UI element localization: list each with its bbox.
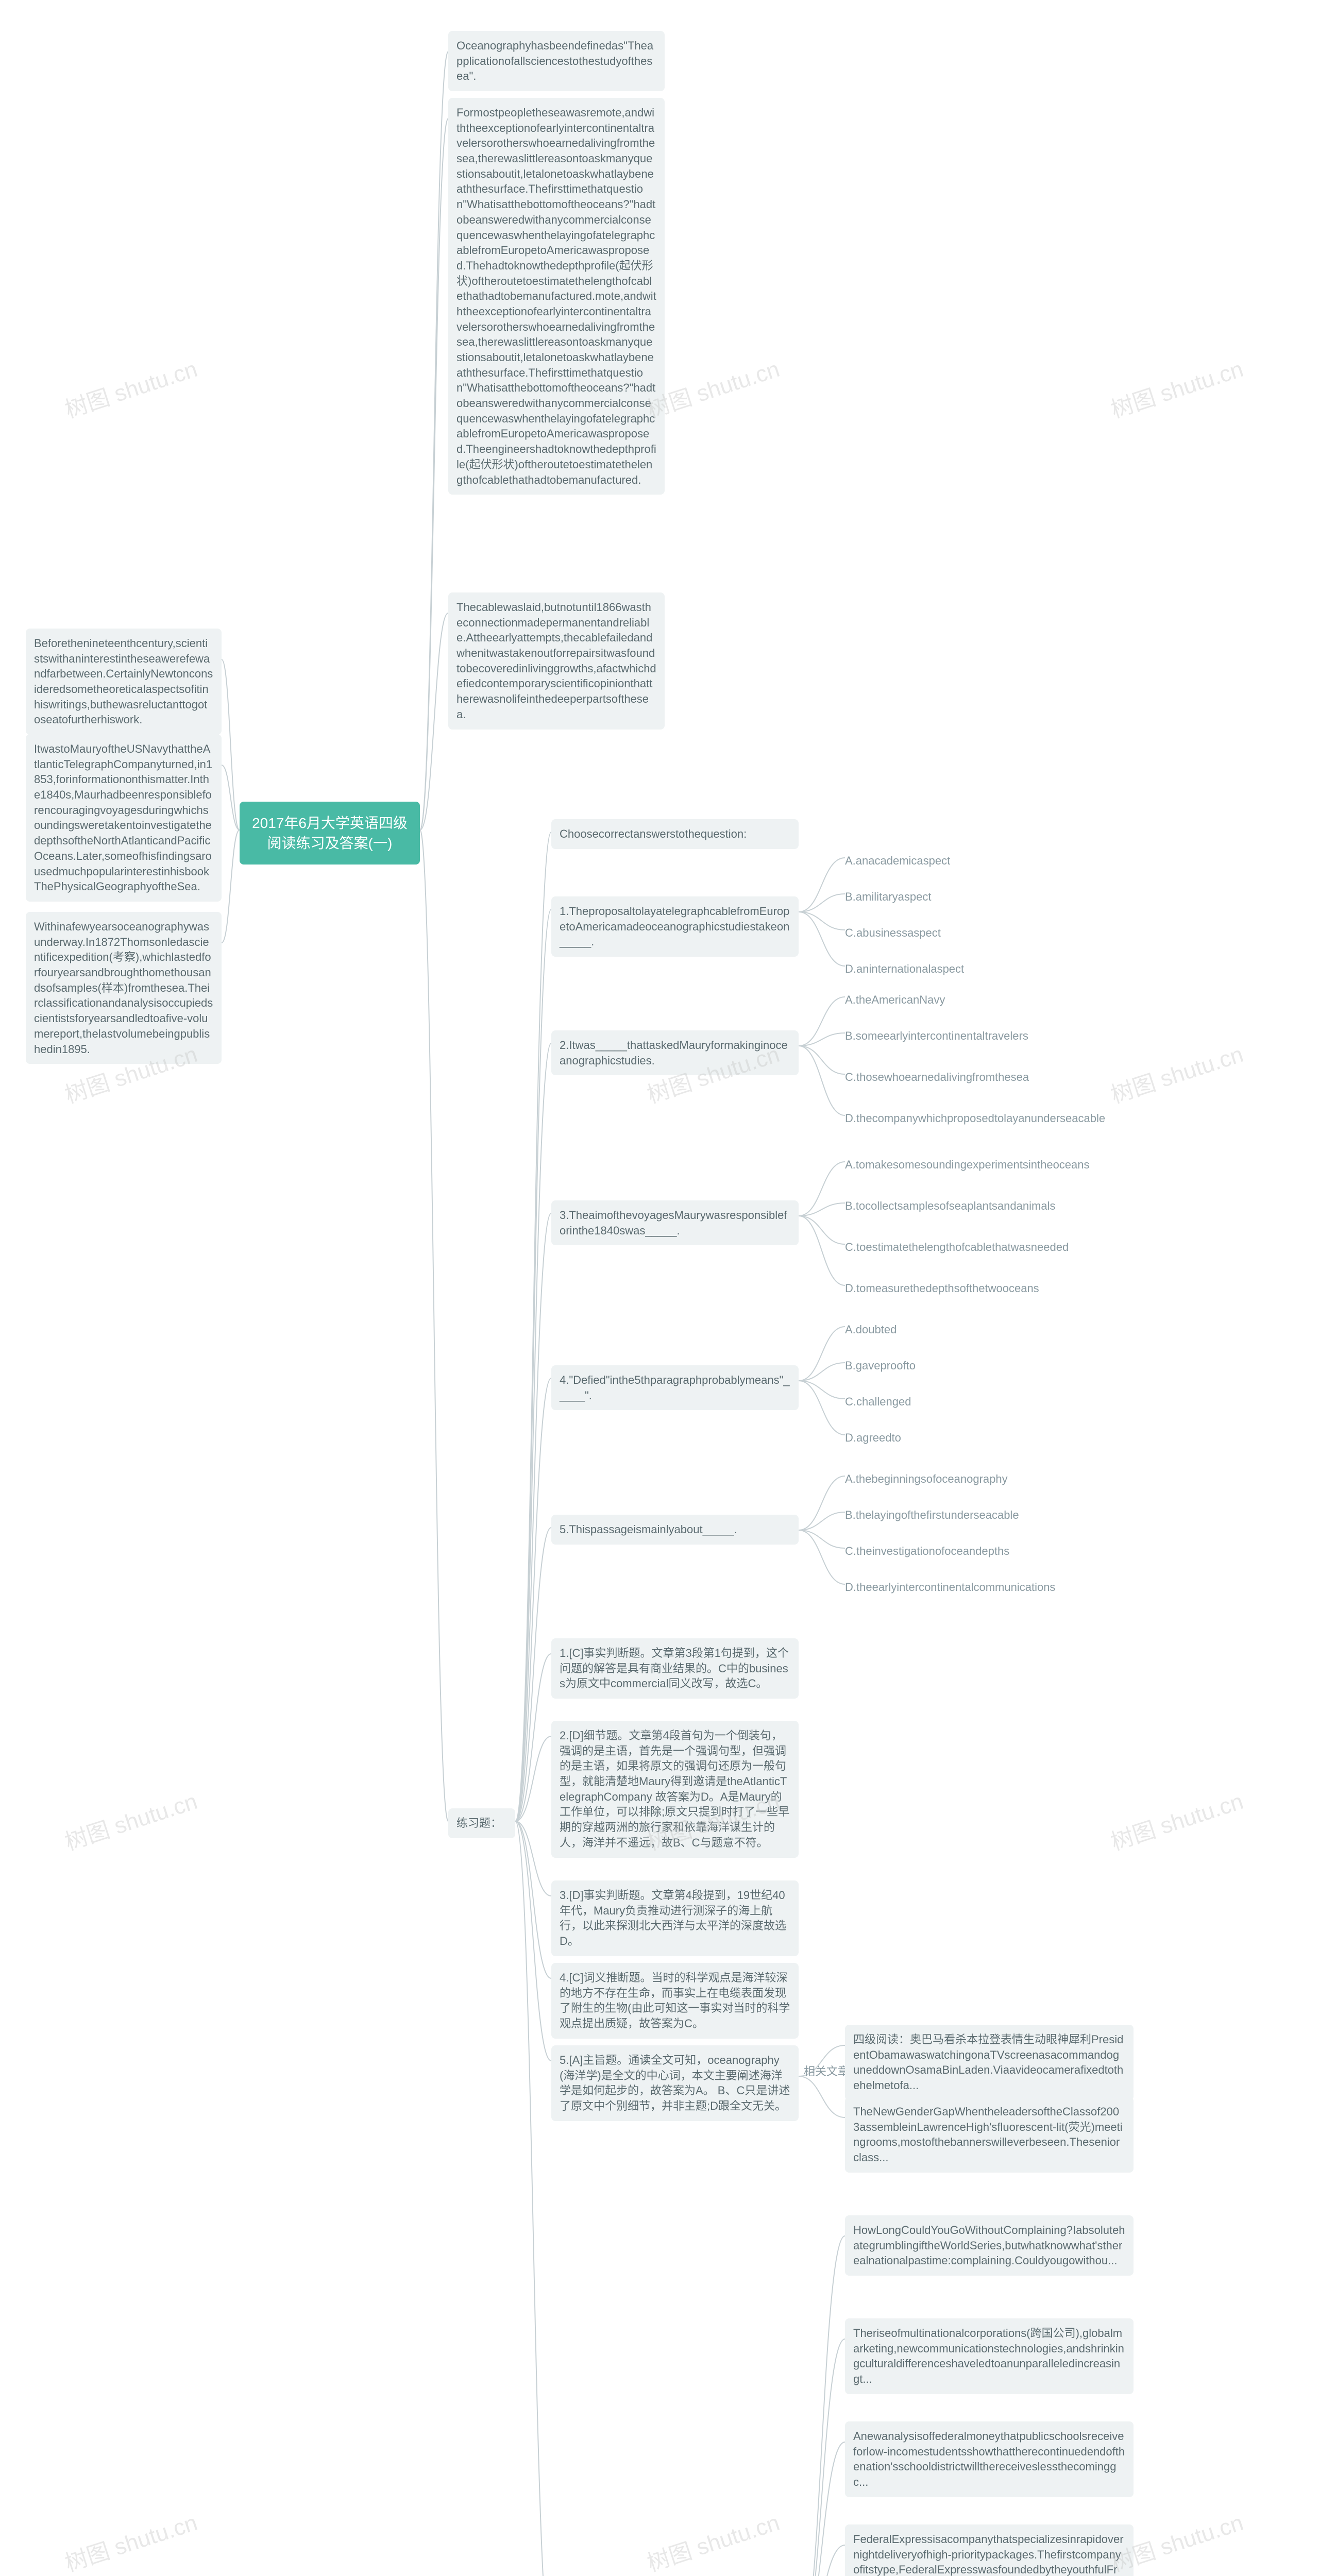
mindmap-canvas: 2017年6月大学英语四级阅读练习及答案(一) Beforethenineteen… xyxy=(0,0,1319,2576)
bit64-item-0: HowLongCouldYouGoWithoutComplaining?Iabs… xyxy=(845,2215,1134,2276)
q4-opt-3: D.agreedto xyxy=(845,1427,1134,1449)
root-node: 2017年6月大学英语四级阅读练习及答案(一) xyxy=(240,802,420,865)
answer-3: 4.[C]词义推断题。当时的科学观点是海洋较深的地方不存在生命，而事实上在电缆表… xyxy=(551,1963,799,2039)
watermark: 树图 shutu.cn xyxy=(1106,1783,1247,1856)
right-para-1: Formostpeopletheseawasremote,andwiththee… xyxy=(448,98,665,495)
q5-opt-0: A.thebeginningsofoceanography xyxy=(845,1468,1134,1490)
q2-opt-1: B.someearlyintercontinentaltravelers xyxy=(845,1025,1134,1047)
left-node-2: Withinafewyearsoceanographywasunderway.I… xyxy=(26,912,222,1064)
right-para-2: Thecablewaslaid,butnotuntil1866wasthecon… xyxy=(448,592,665,730)
answer-0: 1.[C]事实判断题。文章第3段第1句提到，这个问题的解答是具有商业结果的。C中… xyxy=(551,1638,799,1699)
q2-opt-0: A.theAmericanNavy xyxy=(845,989,1134,1011)
practice-label: 练习题： xyxy=(448,1808,515,1838)
related-0: 四级阅读：奥巴马看杀本拉登表情生动眼神犀利PresidentObamawaswa… xyxy=(845,2025,1134,2100)
q2-opt-2: C.thosewhoearnedalivingfromthesea xyxy=(845,1066,1134,1088)
answer-4: 5.[A]主旨题。通读全文可知，oceanography(海洋学)是全文的中心词… xyxy=(551,2045,799,2121)
bit64-item-1: Theriseofmultinationalcorporations(跨国公司)… xyxy=(845,2318,1134,2394)
q5-opt-3: D.theearlyintercontinentalcommunications xyxy=(845,1577,1134,1598)
q4-opt-0: A.doubted xyxy=(845,1319,1134,1341)
q1-opt-2: C.abusinessaspect xyxy=(845,922,1134,944)
watermark: 树图 shutu.cn xyxy=(60,350,201,424)
q4-opt-2: C.challenged xyxy=(845,1391,1134,1413)
q1-opt-1: B.amilitaryaspect xyxy=(845,886,1134,908)
question-3: 3.TheaimofthevoyagesMaurywasresponsiblef… xyxy=(551,1200,799,1245)
bit64-item-2: Anewanalysisoffederalmoneythatpublicscho… xyxy=(845,2421,1134,2497)
q3-opt-3: D.tomeasurethedepthsofthetwooceans xyxy=(845,1278,1134,1299)
q4-opt-1: B.gaveproofto xyxy=(845,1355,1134,1377)
left-node-1: ItwastoMauryoftheUSNavythattheAtlanticTe… xyxy=(26,734,222,902)
q3-opt-1: B.tocollectsamplesofseaplantsandanimals xyxy=(845,1195,1134,1217)
q3-opt-0: A.tomakesomesoundingexperimentsintheocea… xyxy=(845,1154,1134,1176)
q3-opt-2: C.toestimatethelengthofcablethatwasneede… xyxy=(845,1236,1134,1258)
question-0: Choosecorrectanswerstothequestion: xyxy=(551,819,799,849)
watermark: 树图 shutu.cn xyxy=(60,2504,201,2576)
question-1: 1.TheproposaltolayatelegraphcablefromEur… xyxy=(551,896,799,957)
q2-opt-3: D.thecompanywhichproposedtolayanundersea… xyxy=(845,1108,1134,1129)
related-1: TheNewGenderGapWhentheleadersoftheClasso… xyxy=(845,2097,1134,2173)
answer-2: 3.[D]事实判断题。文章第4段提到，19世纪40年代，Maury负责推动进行测… xyxy=(551,1880,799,1956)
right-para-0: Oceanographyhasbeendefinedas"Theapplicat… xyxy=(448,31,665,91)
q1-opt-3: D.aninternationalaspect xyxy=(845,958,1134,980)
question-4: 4."Defied"inthe5thparagraphprobablymeans… xyxy=(551,1365,799,1410)
q5-opt-2: C.theinvestigationofoceandepths xyxy=(845,1540,1134,1562)
left-node-0: Beforethenineteenthcentury,scientistswit… xyxy=(26,629,222,735)
q5-opt-1: B.thelayingofthefirstunderseacable xyxy=(845,1504,1134,1526)
watermark: 树图 shutu.cn xyxy=(60,1783,201,1856)
watermark: 树图 shutu.cn xyxy=(642,2504,783,2576)
question-5: 5.Thispassageismainlyabout_____. xyxy=(551,1515,799,1545)
question-2: 2.Itwas_____thattaskedMauryformakinginoc… xyxy=(551,1030,799,1075)
q1-opt-0: A.anacademicaspect xyxy=(845,850,1134,872)
bit64-item-3: FederalExpressisacompanythatspecializesi… xyxy=(845,2524,1134,2576)
watermark: 树图 shutu.cn xyxy=(1106,350,1247,424)
answer-1: 2.[D]细节题。文章第4段首句为一个倒装句，强调的是主语，首先是一个强调句型，… xyxy=(551,1721,799,1858)
